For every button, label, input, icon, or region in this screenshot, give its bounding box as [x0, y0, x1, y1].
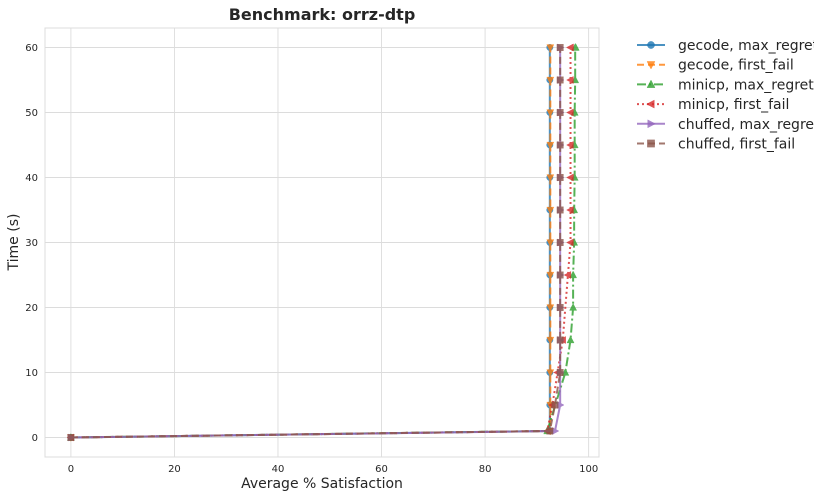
legend-label: chuffed, first_fail — [678, 137, 795, 153]
x-tick-label: 40 — [272, 464, 285, 475]
series-line — [70, 46, 577, 439]
legend-marker — [647, 41, 655, 49]
series-1 — [66, 44, 555, 442]
data-point — [556, 109, 564, 116]
series-line — [70, 47, 552, 439]
data-point — [566, 108, 574, 117]
data-point — [546, 427, 554, 435]
data-point — [556, 336, 564, 344]
data-point — [546, 369, 555, 377]
data-point — [556, 141, 564, 149]
y-tick-label: 30 — [25, 238, 38, 249]
y-tick-label: 40 — [25, 173, 38, 184]
x-tick-label: 80 — [479, 464, 492, 475]
data-point — [546, 271, 555, 280]
data-point — [556, 304, 564, 311]
data-point — [546, 174, 555, 182]
data-point — [556, 271, 564, 279]
data-point — [563, 271, 572, 279]
legend-entry: minicp, max_regret — [637, 77, 814, 93]
legend: gecode, max_regret gecode, first_failmini… — [637, 38, 814, 153]
data-point — [67, 434, 75, 441]
legend-marker — [646, 79, 656, 88]
data-point — [571, 43, 580, 51]
legend-label: gecode, max_regret — [678, 38, 814, 54]
data-point — [546, 239, 555, 247]
legend-entry: gecode, max_regret — [637, 38, 814, 54]
legend-entry: chuffed, first_fail — [637, 137, 795, 153]
data-point — [556, 76, 564, 84]
data-point — [546, 109, 555, 117]
y-tick-label: 60 — [25, 43, 38, 54]
data-point — [566, 141, 574, 149]
legend-entry: gecode, first_fail — [637, 58, 794, 74]
chart-title: Benchmark: orrz-dtp — [229, 5, 416, 24]
data-point — [556, 239, 564, 246]
grid — [45, 28, 599, 457]
tick-labels: 0 20 40 60 80 100 0 10 20 30 40 50 60 — [25, 43, 598, 475]
data-point — [566, 76, 574, 84]
y-axis-label: Time (s) — [6, 214, 22, 272]
data-point — [546, 336, 555, 345]
series-5 — [67, 44, 564, 441]
legend-entry: minicp, first_fail — [637, 97, 789, 113]
x-tick-label: 20 — [168, 464, 181, 475]
series-layer — [66, 43, 580, 442]
legend-marker — [647, 139, 655, 148]
plot-frame — [44, 27, 600, 458]
data-point — [551, 401, 559, 409]
y-tick-label: 0 — [32, 433, 38, 444]
y-tick-label: 50 — [25, 108, 38, 119]
data-point — [556, 44, 564, 51]
axes — [44, 27, 600, 458]
series-line — [70, 47, 562, 439]
legend-label: minicp, first_fail — [678, 97, 789, 113]
data-point — [556, 206, 564, 214]
legend-entry: chuffed, max_regret — [637, 117, 814, 133]
legend-marker — [646, 61, 656, 70]
data-point — [566, 173, 574, 182]
data-point — [546, 44, 555, 52]
data-point — [566, 238, 574, 247]
legend-label: minicp, max_regret — [678, 77, 814, 93]
legend-marker — [647, 119, 656, 129]
legend-label: gecode, first_fail — [678, 58, 794, 74]
data-point — [569, 270, 578, 279]
data-point — [566, 335, 575, 344]
y-tick-label: 10 — [25, 368, 38, 379]
data-point — [556, 369, 564, 376]
x-tick-label: 60 — [375, 464, 388, 475]
y-tick-label: 20 — [25, 303, 38, 314]
data-point — [556, 174, 564, 181]
legend-marker — [646, 99, 655, 109]
x-tick-label: 100 — [579, 464, 598, 475]
data-point — [566, 43, 574, 52]
x-axis-label: Average % Satisfaction — [241, 476, 403, 492]
x-tick-label: 0 — [68, 464, 74, 475]
data-point — [566, 206, 574, 214]
data-point — [569, 303, 578, 311]
data-point — [546, 141, 555, 150]
data-point — [546, 76, 555, 85]
data-point — [546, 206, 555, 215]
legend-label: chuffed, max_regret — [678, 117, 814, 133]
series-2 — [66, 43, 580, 441]
data-point — [546, 304, 555, 312]
